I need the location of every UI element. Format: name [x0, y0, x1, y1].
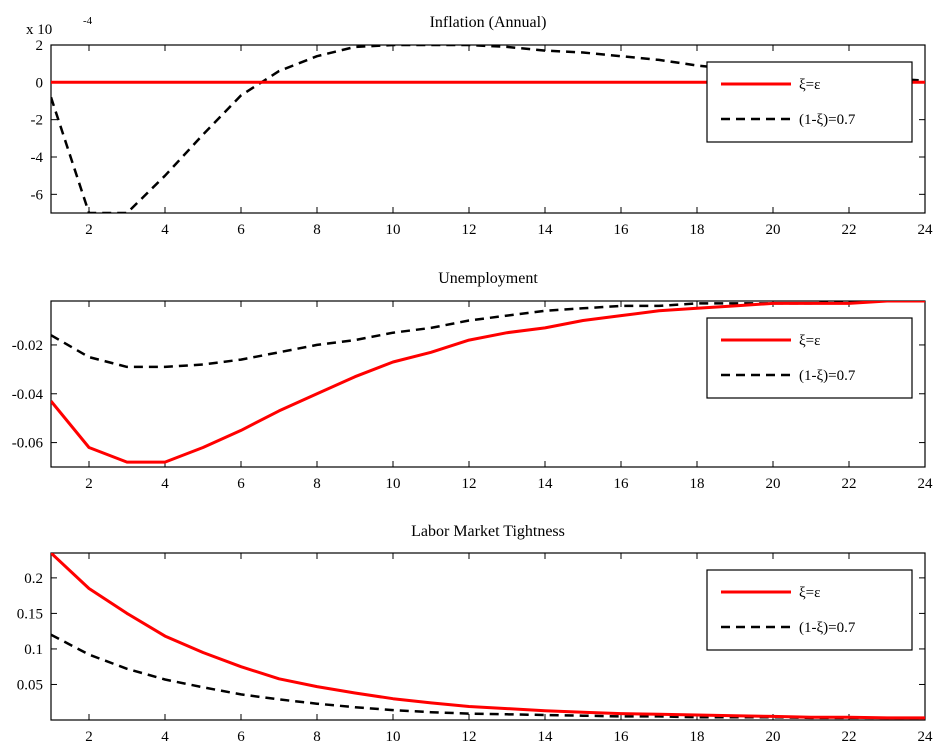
x-tick-label: 20 — [766, 476, 781, 492]
series-line-1 — [51, 301, 925, 464]
legend-label-2: (1-ξ)=0.7 — [799, 112, 856, 128]
legend-label-1: ξ=ε — [799, 333, 820, 349]
legend-label-2: (1-ξ)=0.7 — [799, 620, 856, 636]
y-tick-label: 0.1 — [24, 642, 43, 658]
x-tick-label: 14 — [538, 476, 554, 492]
x-tick-label: 20 — [766, 729, 781, 745]
x-tick-label: 2 — [85, 729, 93, 745]
legend-box — [706, 61, 913, 143]
y-tick-label: 0.05 — [17, 677, 43, 693]
legend-label-2: (1-ξ)=0.7 — [799, 368, 856, 384]
x-tick-label: 8 — [313, 729, 321, 745]
x-tick-label: 14 — [538, 729, 554, 745]
x-tick-label: 22 — [842, 222, 857, 238]
y-tick-label: -0.06 — [12, 436, 44, 452]
series-line-1 — [51, 553, 925, 720]
x-tick-label: 10 — [386, 476, 401, 492]
x-tick-label: 24 — [918, 729, 934, 745]
legend-box — [706, 569, 913, 651]
legend: ξ=ε (1-ξ)=0.7 — [706, 569, 913, 651]
x-tick-label: 10 — [386, 222, 401, 238]
x-tick-label: 8 — [313, 476, 321, 492]
x-tick-label: 2 — [85, 476, 93, 492]
x-tick-label: 24 — [918, 222, 934, 238]
x-tick-label: 6 — [237, 729, 245, 745]
y-tick-label: -0.02 — [12, 338, 43, 354]
y-tick-label: -2 — [31, 113, 44, 129]
x-tick-label: 12 — [462, 222, 477, 238]
x-tick-label: 24 — [918, 476, 934, 492]
x-tick-label: 18 — [690, 476, 705, 492]
legend-box — [706, 317, 913, 399]
x-tick-label: 10 — [386, 729, 401, 745]
y-tick-label: 2 — [36, 38, 44, 54]
x-tick-label: 6 — [237, 476, 245, 492]
x-tick-label: 6 — [237, 222, 245, 238]
x-tick-label: 20 — [766, 222, 781, 238]
x-tick-label: 16 — [614, 222, 630, 238]
chart-title: Inflation (Annual) — [430, 14, 547, 31]
x-tick-label: 8 — [313, 222, 321, 238]
y-tick-label: 0 — [36, 75, 44, 91]
y-tick-label: 0.15 — [17, 606, 43, 622]
x-tick-label: 16 — [614, 729, 630, 745]
legend: ξ=ε (1-ξ)=0.7 — [706, 61, 913, 143]
x-tick-label: 18 — [690, 729, 705, 745]
legend: ξ=ε (1-ξ)=0.7 — [706, 317, 913, 399]
x-tick-label: 4 — [161, 222, 169, 238]
x-tick-label: 12 — [462, 729, 477, 745]
chart-title: Labor Market Tightness — [411, 523, 565, 540]
chart-panel-1: Inflation (Annual)x 10-42 4 6 8 10 12 14 16 18 20… — [26, 14, 933, 238]
chart-title: Unemployment — [438, 270, 538, 287]
x-tick-label: 22 — [842, 729, 857, 745]
x-tick-label: 16 — [614, 476, 630, 492]
legend-label-1: ξ=ε — [799, 77, 820, 93]
y-tick-label: 0.2 — [24, 571, 43, 587]
y-tick-label: -0.04 — [12, 387, 44, 403]
x-tick-label: 12 — [462, 476, 477, 492]
legend-label-1: ξ=ε — [799, 585, 820, 601]
y-multiplier-exponent: -4 — [83, 15, 93, 27]
x-tick-label: 14 — [538, 222, 554, 238]
x-tick-label: 22 — [842, 476, 857, 492]
x-tick-label: 18 — [690, 222, 705, 238]
x-tick-label: 4 — [161, 729, 169, 745]
y-tick-label: -4 — [31, 150, 44, 166]
y-multiplier: x 10 — [26, 22, 52, 38]
x-tick-label: 2 — [85, 222, 93, 238]
y-tick-label: -6 — [31, 187, 44, 203]
x-tick-label: 4 — [161, 476, 169, 492]
